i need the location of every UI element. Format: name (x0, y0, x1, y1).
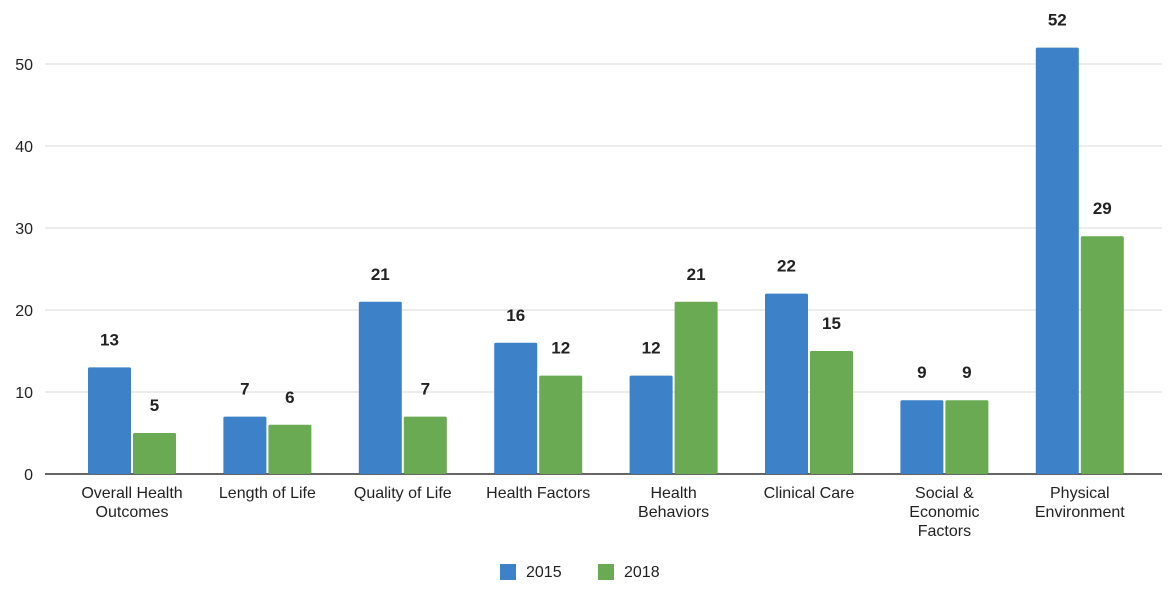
data-labels: 13 5 7 6 21 7 16 12 12 21 22 15 9 9 52 29 (100, 11, 1112, 415)
legend-swatch-2015 (500, 564, 516, 580)
bar-2018 (403, 416, 447, 474)
category-label: Clinical Care (764, 485, 855, 502)
bars (88, 47, 1124, 474)
category-label: Health Factors (486, 485, 590, 502)
data-label-2015: 16 (506, 306, 525, 325)
data-label-2018: 29 (1093, 199, 1112, 218)
y-tick-label: 30 (15, 221, 33, 238)
category-label: Physical Environment (1035, 485, 1125, 521)
bar-2018 (674, 301, 718, 474)
bar-2015 (494, 342, 538, 474)
data-label-2015: 13 (100, 330, 119, 349)
bar-2015 (900, 400, 944, 474)
bar-2015 (1035, 47, 1079, 474)
bar-2018 (539, 375, 583, 474)
bar-2018 (810, 351, 853, 474)
y-axis-tick-labels: 0 10 20 30 40 50 (15, 57, 33, 484)
y-tick-label: 40 (15, 139, 33, 156)
category-label: Length of Life (219, 485, 316, 502)
legend-swatch-2018 (598, 564, 614, 580)
data-label-2018: 15 (822, 314, 841, 333)
data-label-2018: 7 (421, 380, 430, 399)
data-label-2018: 9 (962, 363, 971, 382)
data-label-2018: 21 (687, 265, 706, 284)
x-axis-category-labels: Overall Health Outcomes Length of Life Qual… (81, 485, 1125, 540)
legend: 2015 2018 (500, 564, 660, 581)
bar-2015 (358, 301, 402, 474)
bar-2018 (1080, 236, 1124, 474)
y-tick-label: 20 (15, 303, 33, 320)
gridlines (45, 63, 1162, 475)
y-tick-label: 0 (24, 467, 33, 484)
bar-2015 (765, 293, 808, 474)
legend-label-2018: 2018 (624, 564, 660, 581)
category-label: Overall Health Outcomes (81, 485, 182, 521)
data-label-2015: 22 (777, 257, 796, 276)
bar-2018 (268, 424, 312, 474)
data-label-2015: 9 (917, 363, 926, 382)
data-label-2015: 7 (240, 380, 249, 399)
bar-2015 (88, 367, 131, 474)
bar-2015 (223, 416, 267, 474)
y-tick-label: 10 (15, 385, 33, 402)
data-label-2018: 5 (150, 396, 159, 415)
data-label-2018: 12 (551, 339, 570, 358)
data-label-2015: 21 (371, 265, 390, 284)
bar-2018 (133, 433, 176, 474)
data-label-2015: 12 (642, 339, 661, 358)
data-label-2015: 52 (1048, 11, 1067, 30)
category-label: Quality of Life (354, 485, 452, 502)
y-tick-label: 50 (15, 57, 33, 74)
category-label: Health Behaviors (638, 485, 709, 521)
category-label: Social & Economic Factors (909, 485, 979, 540)
bar-2015 (629, 375, 673, 474)
legend-label-2015: 2015 (526, 564, 562, 581)
data-label-2018: 6 (285, 388, 294, 407)
bar-2018 (945, 400, 989, 474)
